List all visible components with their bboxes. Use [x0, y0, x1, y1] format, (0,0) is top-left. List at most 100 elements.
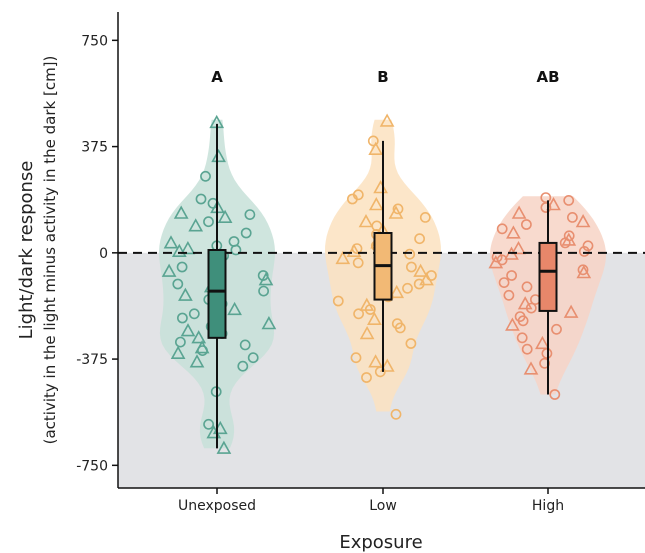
data-point-circle	[332, 295, 344, 307]
data-point-circle	[517, 315, 529, 327]
data-point-triangle	[217, 209, 233, 223]
data-point-triangle	[367, 311, 382, 326]
data-point-triangle	[576, 265, 592, 279]
data-point-triangle	[161, 263, 177, 277]
data-point-circle	[258, 285, 269, 297]
x-tick-label-low: Low	[369, 498, 397, 514]
data-point-triangle	[488, 255, 504, 269]
data-point-circle	[374, 366, 386, 378]
y-tick-label: 0	[99, 246, 108, 262]
data-point-circle	[577, 264, 589, 276]
data-point-circle	[346, 193, 358, 205]
data-point-triangle	[335, 250, 351, 265]
data-point-circle	[496, 223, 508, 235]
data-point-circle	[578, 245, 590, 257]
data-point-triangle	[227, 301, 242, 316]
data-point-circle	[176, 261, 188, 273]
data-point-triangle	[575, 214, 591, 228]
data-point-triangle	[359, 325, 375, 340]
data-point-circle	[503, 289, 515, 301]
data-point-circle	[367, 135, 379, 147]
data-point-triangle	[368, 354, 383, 368]
data-point-circle	[419, 211, 431, 223]
data-point-circle	[364, 304, 376, 315]
data-point-triangle	[258, 272, 274, 286]
data-point-circle	[405, 338, 417, 349]
data-point-circle	[414, 233, 425, 245]
x-ticks: Unexposed Low High	[178, 488, 564, 514]
data-point-circle	[540, 202, 552, 213]
data-point-circle	[390, 408, 402, 420]
data-point-triangle	[511, 205, 527, 219]
data-point-triangle	[419, 272, 434, 286]
data-point-triangle	[379, 358, 395, 372]
significance-label-high: AB	[536, 68, 559, 86]
data-point-circle	[405, 261, 417, 273]
data-point-circle	[361, 372, 372, 383]
data-point-triangle	[180, 240, 196, 255]
data-point-circle	[195, 193, 207, 205]
data-point-circle	[203, 216, 214, 228]
data-point-circle	[247, 352, 259, 364]
significance-label-unexposed: A	[211, 68, 223, 86]
data-point-circle	[404, 248, 416, 260]
data-point-circle	[506, 270, 517, 281]
data-point-circle	[172, 278, 184, 290]
box-iqr	[207, 249, 227, 339]
x-tick-label-high: High	[532, 498, 564, 514]
y-tick-label: -750	[76, 458, 108, 474]
data-point-circle	[521, 219, 532, 230]
data-point-triangle	[358, 214, 374, 228]
data-point-circle	[244, 209, 256, 220]
data-point-triangle	[216, 440, 232, 454]
data-point-triangle	[346, 243, 362, 258]
data-point-triangle	[535, 335, 550, 350]
data-point-triangle	[379, 113, 395, 127]
data-point-circle	[230, 244, 242, 256]
data-point-circle	[582, 240, 594, 252]
data-point-triangle	[511, 240, 526, 255]
points-layer	[161, 113, 594, 454]
data-point-circle	[402, 282, 413, 294]
data-point-triangle	[178, 287, 193, 301]
data-point-circle	[188, 308, 200, 320]
data-point-triangle	[170, 345, 186, 360]
data-point-circle	[541, 347, 553, 359]
x-axis-title: Exposure	[339, 532, 422, 553]
data-point-triangle	[563, 304, 579, 318]
data-point-circle	[551, 323, 562, 335]
data-point-circle	[498, 277, 510, 288]
data-point-triangle	[413, 263, 428, 277]
data-point-triangle	[211, 148, 226, 163]
data-point-circle	[394, 322, 406, 334]
data-point-triangle	[191, 330, 207, 344]
data-point-circle	[350, 352, 362, 364]
y-axis-title: Light/dark response	[16, 161, 37, 340]
data-point-triangle	[389, 284, 405, 299]
y-axis-subtitle: (activity in the light minus activity in…	[41, 56, 59, 445]
y-tick-label: 375	[81, 140, 108, 156]
box-iqr	[538, 241, 558, 312]
data-point-triangle	[368, 141, 384, 155]
data-point-triangle	[523, 361, 539, 375]
significance-labels: A B AB	[211, 68, 559, 86]
data-point-triangle	[189, 354, 205, 368]
data-point-triangle	[517, 296, 533, 310]
data-point-circle	[174, 336, 186, 348]
data-point-circle	[200, 170, 211, 182]
data-point-circle	[353, 308, 364, 320]
data-point-circle	[559, 237, 571, 249]
data-point-triangle	[163, 235, 179, 249]
data-point-circle	[516, 332, 528, 344]
significance-label-low: B	[377, 68, 388, 86]
data-point-circle	[203, 418, 214, 430]
data-point-triangle	[506, 225, 521, 239]
data-point-triangle	[188, 218, 204, 232]
data-point-circle	[237, 360, 249, 372]
data-point-circle	[539, 357, 550, 369]
data-point-circle	[549, 389, 561, 400]
data-point-circle	[352, 257, 364, 269]
y-tick-label: 750	[81, 33, 108, 49]
